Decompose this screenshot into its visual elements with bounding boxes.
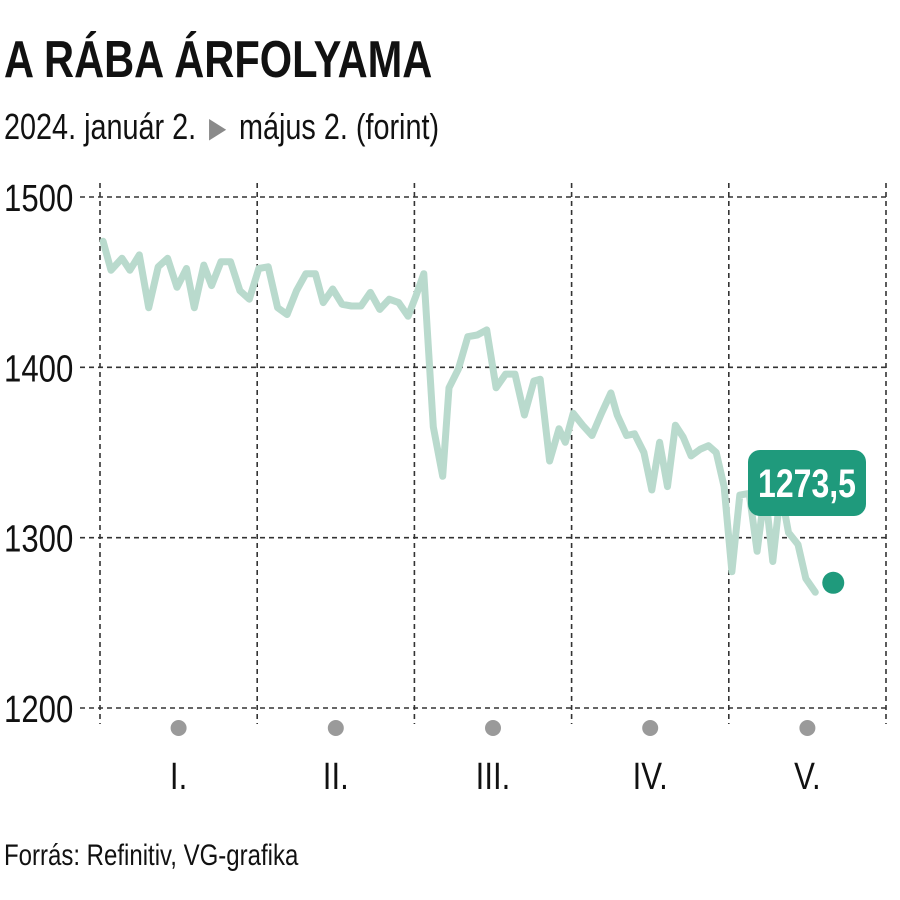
last-value-dot bbox=[822, 571, 845, 594]
y-axis: 1200 1300 1400 1500 bbox=[4, 178, 73, 731]
month-dot bbox=[170, 720, 187, 736]
chart-title: A RÁBA ÁRFOLYAMA bbox=[4, 31, 433, 89]
y-tick-label: 1300 bbox=[4, 519, 73, 561]
y-tick-label: 1200 bbox=[4, 689, 73, 731]
price-line bbox=[99, 237, 819, 596]
chart-grid bbox=[80, 183, 887, 724]
y-tick-label: 1500 bbox=[4, 178, 73, 220]
price-series bbox=[99, 237, 819, 596]
month-label: V. bbox=[794, 756, 821, 798]
last-value-marker: 1273,5 bbox=[748, 450, 866, 594]
x-axis-months: I. II. III. IV. V. bbox=[170, 720, 821, 798]
month-dot bbox=[327, 720, 344, 736]
month-dot bbox=[485, 720, 501, 736]
chart-subtitle: 2024. január 2. ▶ május 2. (forint) bbox=[4, 104, 439, 153]
month-label: II. bbox=[323, 756, 349, 798]
play-triangle-icon: ▶ bbox=[208, 112, 227, 143]
last-value-label: 1273,5 bbox=[758, 461, 856, 506]
last-value-badge bbox=[748, 450, 866, 516]
subtitle-end-date: május 2. (forint) bbox=[239, 106, 440, 147]
source-note: Forrás: Refinitiv, VG-grafika bbox=[4, 839, 299, 872]
subtitle-start-date: 2024. január 2. bbox=[4, 106, 197, 147]
y-tick-label: 1400 bbox=[4, 349, 73, 391]
month-label: I. bbox=[170, 756, 187, 798]
month-label: III. bbox=[476, 756, 511, 798]
month-dot bbox=[799, 720, 816, 736]
month-label: IV. bbox=[633, 756, 668, 798]
month-dot bbox=[642, 720, 659, 736]
